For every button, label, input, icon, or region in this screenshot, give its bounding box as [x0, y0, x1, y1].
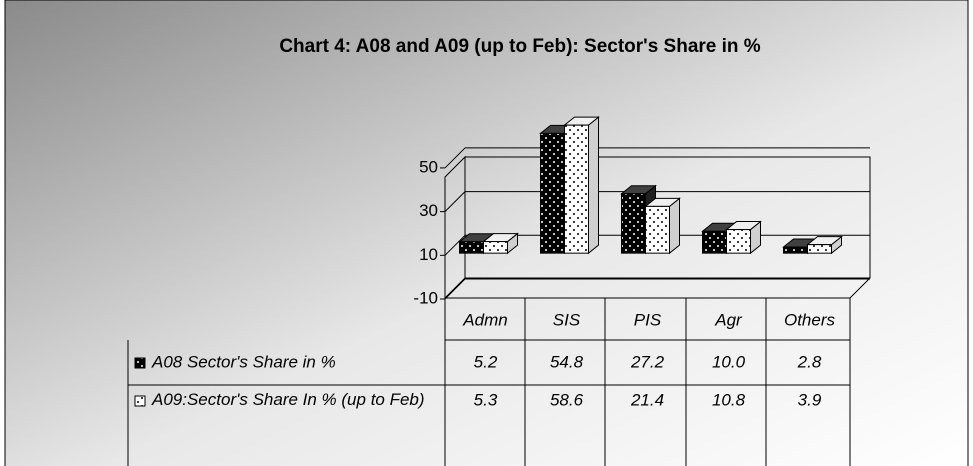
bar [563, 116, 600, 255]
table-value: 10.8 [712, 390, 746, 409]
legend-line: A09:Sector's Share In % (up to Feb) [151, 390, 425, 409]
table-value: 58.6 [550, 390, 584, 409]
y-tick-label: 50 [419, 157, 438, 176]
bar [806, 235, 843, 255]
grid-line [444, 278, 466, 300]
category-label: Others [784, 310, 836, 329]
table-value: 27.2 [630, 352, 665, 371]
grid-line [444, 191, 466, 212]
bar [482, 232, 519, 255]
table-value: 5.3 [474, 390, 498, 409]
bar [644, 197, 681, 255]
data-table [127, 298, 851, 466]
legend-key [134, 357, 146, 369]
table-value: 10.0 [712, 352, 746, 371]
bar-front [783, 246, 808, 254]
chart-area [4, 0, 969, 466]
category-label: PIS [634, 310, 662, 329]
y-tick-label: 30 [419, 201, 438, 220]
category-label: Admn [462, 310, 507, 329]
bar-front [483, 241, 508, 254]
table-value: 5.2 [474, 352, 498, 371]
legend-label: A09:Sector's Share In % (up to Feb) [151, 390, 425, 409]
table-value: 2.8 [797, 352, 822, 371]
legend-label: A08 Sector's Share in % [151, 352, 336, 371]
bar-front [807, 244, 832, 254]
grid-line [444, 234, 466, 256]
table-value: 21.4 [630, 390, 664, 409]
bar-front [540, 132, 565, 254]
category-label: Agr [714, 310, 743, 329]
bar-front [459, 241, 484, 254]
y-tick-label: -10 [413, 288, 438, 307]
table-value: 3.9 [798, 390, 822, 409]
back-wall [465, 156, 871, 279]
bar-front [702, 230, 727, 254]
bar-front [645, 205, 670, 254]
bar-front [726, 229, 751, 254]
y-tick-label: 10 [419, 245, 438, 264]
grid-line [444, 147, 466, 169]
bar-side [669, 197, 680, 255]
bar [725, 220, 762, 255]
bar-front [621, 193, 646, 254]
bar-side [588, 116, 599, 255]
table-value: 54.8 [550, 352, 584, 371]
chart-title: Chart 4: A08 and A09 (up to Feb): Sector… [279, 36, 760, 57]
legend-key [134, 395, 146, 407]
bar-front [564, 124, 589, 254]
category-label: SIS [553, 310, 581, 329]
